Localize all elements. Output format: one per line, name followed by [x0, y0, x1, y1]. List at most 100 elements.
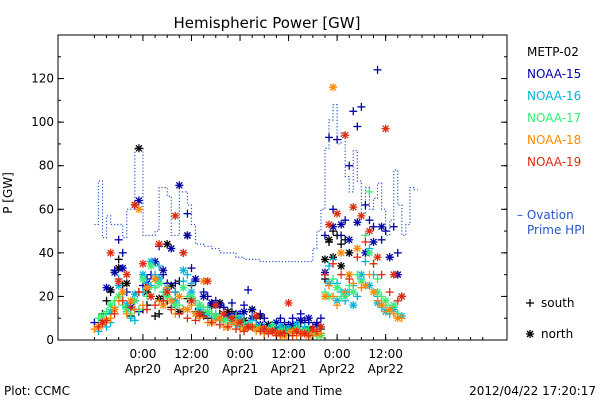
- point-noaa-19-south: [183, 314, 192, 323]
- point-noaa-18-south: [341, 288, 350, 297]
- point-noaa-19-south: [385, 288, 394, 297]
- point-metp-02-south: [337, 240, 346, 249]
- point-noaa-19-north: [236, 318, 245, 327]
- point-noaa-16-south: [325, 261, 334, 270]
- legend-ovation-label-line1: – Ovation: [517, 208, 574, 222]
- legend-entry-noaa-19: NOAA-19: [527, 155, 581, 169]
- point-noaa-17-south: [353, 270, 362, 279]
- point-noaa-15-north: [304, 314, 313, 323]
- point-noaa-17-south: [373, 275, 382, 283]
- point-noaa-17-south: [151, 283, 160, 292]
- point-noaa-15-north: [369, 237, 378, 246]
- point-noaa-19-north: [276, 329, 285, 338]
- point-noaa-17-south: [102, 307, 111, 316]
- point-metp-02-south: [155, 309, 164, 318]
- point-noaa-19-north: [308, 325, 317, 334]
- point-noaa-18-south: [325, 281, 334, 290]
- point-noaa-15-south: [345, 161, 354, 170]
- point-noaa-18-south: [389, 309, 398, 318]
- point-noaa-18-south: [349, 279, 358, 288]
- y-axis-label: P [GW]: [1, 172, 15, 214]
- x-tick-date-label: Apr20: [173, 362, 209, 376]
- point-noaa-15-south: [171, 279, 180, 288]
- point-noaa-19-south: [288, 331, 297, 340]
- point-noaa-19-south: [361, 237, 370, 246]
- point-noaa-17-north: [147, 261, 156, 270]
- point-noaa-19-south: [345, 275, 354, 283]
- point-noaa-19-south: [231, 325, 240, 334]
- point-noaa-15-south: [377, 235, 386, 244]
- point-noaa-18-north: [175, 292, 184, 301]
- point-noaa-18-south: [365, 270, 374, 279]
- point-noaa-17-north: [179, 283, 188, 292]
- point-noaa-17-north: [349, 288, 358, 297]
- point-noaa-15-south: [329, 205, 338, 214]
- point-noaa-19-north: [260, 325, 269, 334]
- point-noaa-18-north: [361, 281, 370, 290]
- point-noaa-17-south: [365, 187, 374, 196]
- point-noaa-19-north: [195, 309, 204, 318]
- point-noaa-15-north: [110, 268, 119, 277]
- point-noaa-17-north: [138, 275, 147, 283]
- point-noaa-19-north: [397, 292, 406, 301]
- point-noaa-15-north: [353, 218, 362, 227]
- point-noaa-16-south: [187, 279, 196, 288]
- point-metp-02-south: [102, 296, 111, 305]
- y-tick-label: 40: [39, 246, 54, 260]
- ovation-step-line: [94, 104, 419, 263]
- point-noaa-19-south: [215, 320, 224, 329]
- point-noaa-16-north: [179, 266, 188, 275]
- point-noaa-18-south: [138, 301, 147, 310]
- point-noaa-19-north: [252, 312, 261, 321]
- point-noaa-15-south: [341, 216, 350, 225]
- legend-entry-noaa-18: NOAA-18: [527, 133, 581, 147]
- point-noaa-15-north: [118, 264, 127, 273]
- point-noaa-19-north: [219, 309, 228, 318]
- point-noaa-19-north: [268, 327, 277, 336]
- point-noaa-17-north: [365, 248, 374, 257]
- y-tick-label: 0: [46, 333, 54, 347]
- point-noaa-15-north: [167, 244, 176, 253]
- y-tick-label: 20: [39, 289, 54, 303]
- y-tick-label: 100: [31, 115, 54, 129]
- point-noaa-17-north: [122, 305, 131, 314]
- point-noaa-15-south: [357, 102, 366, 111]
- point-noaa-18-south: [130, 305, 139, 314]
- point-noaa-15-south: [260, 314, 269, 323]
- point-noaa-19-north: [171, 211, 180, 220]
- point-noaa-18-north: [369, 288, 378, 297]
- point-noaa-19-south: [369, 259, 378, 268]
- point-noaa-15-south: [361, 200, 370, 209]
- point-noaa-15-south: [369, 222, 378, 231]
- point-noaa-15-south: [353, 122, 362, 131]
- point-noaa-18-north: [329, 83, 338, 92]
- footer-timestamp: 2012/04/22 17:20:17: [469, 384, 596, 398]
- legend-entry-metp-02: METP-02: [527, 45, 579, 59]
- point-noaa-15-south: [333, 135, 342, 144]
- point-noaa-15-north: [385, 253, 394, 262]
- point-metp-02-north: [134, 144, 143, 153]
- point-noaa-15-south: [337, 231, 346, 240]
- point-noaa-19-north: [147, 292, 156, 301]
- point-noaa-19-south: [329, 259, 338, 268]
- point-noaa-19-south: [320, 270, 329, 279]
- point-noaa-18-north: [320, 292, 329, 301]
- point-noaa-19-south: [159, 296, 168, 305]
- point-noaa-15-south: [114, 235, 123, 244]
- point-noaa-19-north: [357, 211, 366, 220]
- point-noaa-15-north: [337, 220, 346, 229]
- point-noaa-18-north: [151, 275, 160, 283]
- point-metp-02-north: [345, 248, 354, 257]
- x-tick-date-label: Apr22: [319, 362, 355, 376]
- point-noaa-15-north: [175, 181, 184, 190]
- point-noaa-17-north: [341, 292, 350, 301]
- point-noaa-19-north: [341, 131, 350, 140]
- point-noaa-15-south: [389, 222, 398, 231]
- point-noaa-19-north: [179, 248, 188, 257]
- point-noaa-19-north: [381, 124, 390, 133]
- point-noaa-18-south: [122, 309, 131, 318]
- x-tick-date-label: Apr22: [368, 362, 404, 376]
- point-noaa-15-south: [316, 314, 325, 323]
- point-noaa-19-north: [300, 329, 309, 338]
